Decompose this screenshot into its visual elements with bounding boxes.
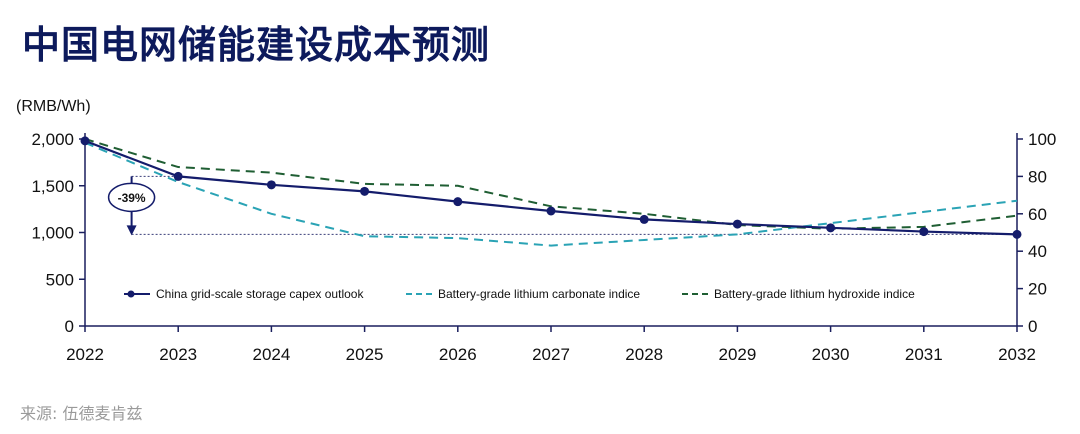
x-tick-label: 2032 [998, 345, 1036, 364]
series-point [1012, 229, 1022, 239]
left-tick-label: 1,000 [31, 224, 74, 243]
chart-title: 中国电网储能建设成本预测 [22, 23, 491, 67]
annotation-arrow-head [126, 225, 137, 236]
series-point [266, 180, 276, 190]
x-tick-label: 2029 [718, 345, 756, 364]
reference-lines [131, 175, 1017, 235]
series-line-1 [84, 141, 1018, 247]
right-tick-label: 60 [1028, 205, 1047, 224]
series-point [360, 186, 370, 196]
x-tick-label: 2022 [66, 345, 104, 364]
annotation-bubble [107, 182, 156, 213]
legend-label-1: Battery-grade lithium carbonate indice [438, 287, 640, 301]
chart-axes: 0 500 1,000 1,500 2,000 0 20 40 60 80 100 2022 2023 2… [31, 130, 1056, 364]
x-tick-label: 2026 [439, 345, 477, 364]
right-tick-label: 20 [1028, 280, 1047, 299]
series-point [80, 136, 90, 146]
series-line-0 [84, 139, 1018, 236]
x-tick-label: 2030 [812, 345, 850, 364]
right-tick-label: 0 [1028, 317, 1037, 336]
legend-label-2: Battery-grade lithium hydroxide indice [714, 287, 915, 301]
x-tick-label: 2031 [905, 345, 943, 364]
x-tick-label: 2025 [346, 345, 384, 364]
x-tick-label: 2024 [252, 345, 290, 364]
legend-label-0: China grid-scale storage capex outlook [156, 287, 364, 301]
series-group [80, 136, 1022, 247]
right-tick-label: 40 [1028, 242, 1047, 261]
left-tick-label: 1,500 [31, 177, 74, 196]
source-note: 来源: 伍德麦肯兹 [20, 404, 143, 423]
y-axis-unit-label: (RMB/Wh) [16, 98, 91, 115]
series-point [919, 227, 929, 237]
percent-change-annotation: -39% [107, 176, 156, 236]
series-point [639, 214, 649, 224]
left-tick-label: 0 [65, 317, 74, 336]
x-tick-label: 2027 [532, 345, 570, 364]
chart-legend: China grid-scale storage capex outlook Ba… [124, 287, 915, 301]
left-tick-label: 500 [46, 270, 74, 289]
right-tick-label: 100 [1028, 130, 1056, 149]
series-point [826, 223, 836, 233]
annotation-label: -39% [118, 191, 146, 205]
x-tick-label: 2023 [159, 345, 197, 364]
series-point [453, 197, 463, 207]
series-point [173, 171, 183, 181]
series-point [546, 206, 556, 216]
series-point [732, 219, 742, 229]
left-tick-label: 2,000 [31, 130, 74, 149]
right-tick-label: 80 [1028, 167, 1047, 186]
x-tick-label: 2028 [625, 345, 663, 364]
legend-marker [127, 290, 135, 298]
